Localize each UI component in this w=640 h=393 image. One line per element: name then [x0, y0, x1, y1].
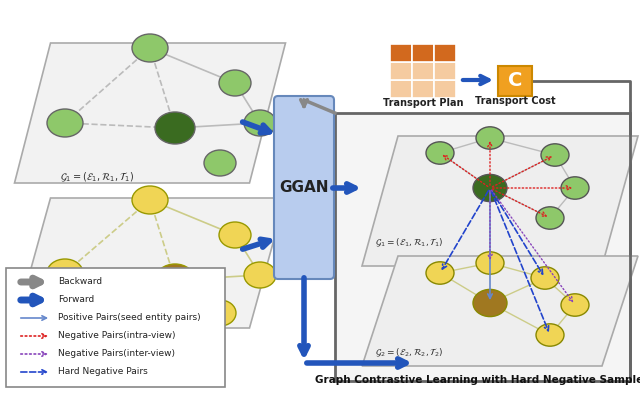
Ellipse shape: [561, 294, 589, 316]
Ellipse shape: [561, 177, 589, 199]
Bar: [434, 62, 456, 80]
FancyBboxPatch shape: [6, 268, 225, 387]
Text: Transport Cost: Transport Cost: [475, 96, 556, 106]
Bar: [434, 44, 456, 62]
Text: $\mathcal{G}_2 = (\mathcal{E}_2, \mathcal{R}_2, \mathcal{T}_2)$: $\mathcal{G}_2 = (\mathcal{E}_2, \mathca…: [60, 323, 134, 337]
Text: Negative Pairs(inter-view): Negative Pairs(inter-view): [58, 349, 175, 358]
Text: Transport Plan: Transport Plan: [383, 98, 463, 108]
Ellipse shape: [244, 262, 276, 288]
Ellipse shape: [476, 252, 504, 274]
Ellipse shape: [132, 186, 168, 214]
Ellipse shape: [155, 264, 195, 296]
Text: $\mathcal{G}_1 = (\mathcal{E}_1, \mathcal{R}_1, \mathcal{T}_1)$: $\mathcal{G}_1 = (\mathcal{E}_1, \mathca…: [375, 237, 444, 249]
Text: $\mathcal{G}_1 = (\mathcal{E}_1, \mathcal{R}_1, \mathcal{T}_1)$: $\mathcal{G}_1 = (\mathcal{E}_1, \mathca…: [60, 170, 134, 184]
Bar: [390, 80, 412, 98]
Polygon shape: [15, 43, 285, 183]
Ellipse shape: [132, 34, 168, 62]
Polygon shape: [362, 256, 638, 366]
Ellipse shape: [219, 70, 251, 96]
Polygon shape: [362, 136, 638, 266]
Text: Positive Pairs(seed entity pairs): Positive Pairs(seed entity pairs): [58, 314, 200, 323]
Ellipse shape: [47, 109, 83, 137]
FancyBboxPatch shape: [274, 96, 334, 279]
FancyBboxPatch shape: [498, 66, 532, 96]
Text: Forward: Forward: [58, 296, 94, 305]
Text: Graph Contrastive Learning with Hard Negative Samples: Graph Contrastive Learning with Hard Neg…: [315, 375, 640, 385]
Text: GGAN: GGAN: [279, 180, 329, 195]
Text: Backward: Backward: [58, 277, 102, 286]
Ellipse shape: [473, 174, 507, 202]
Ellipse shape: [473, 289, 507, 317]
Ellipse shape: [219, 222, 251, 248]
Ellipse shape: [541, 144, 569, 166]
Ellipse shape: [155, 112, 195, 144]
FancyBboxPatch shape: [335, 113, 630, 381]
Ellipse shape: [536, 324, 564, 346]
Ellipse shape: [536, 207, 564, 229]
Text: Negative Pairs(intra-view): Negative Pairs(intra-view): [58, 332, 175, 340]
Ellipse shape: [204, 300, 236, 326]
Bar: [412, 80, 434, 98]
Bar: [412, 62, 434, 80]
Ellipse shape: [204, 150, 236, 176]
Bar: [390, 44, 412, 62]
Ellipse shape: [426, 262, 454, 284]
Bar: [390, 62, 412, 80]
Ellipse shape: [476, 127, 504, 149]
Polygon shape: [15, 198, 285, 328]
Ellipse shape: [531, 267, 559, 289]
Ellipse shape: [426, 142, 454, 164]
Text: $\mathcal{G}_2 = (\mathcal{E}_2, \mathcal{R}_2, \mathcal{T}_2)$: $\mathcal{G}_2 = (\mathcal{E}_2, \mathca…: [375, 346, 444, 358]
Text: C: C: [508, 72, 522, 90]
Ellipse shape: [47, 259, 83, 287]
Ellipse shape: [244, 110, 276, 136]
Bar: [434, 80, 456, 98]
Bar: [412, 44, 434, 62]
Text: Hard Negative Pairs: Hard Negative Pairs: [58, 367, 148, 376]
